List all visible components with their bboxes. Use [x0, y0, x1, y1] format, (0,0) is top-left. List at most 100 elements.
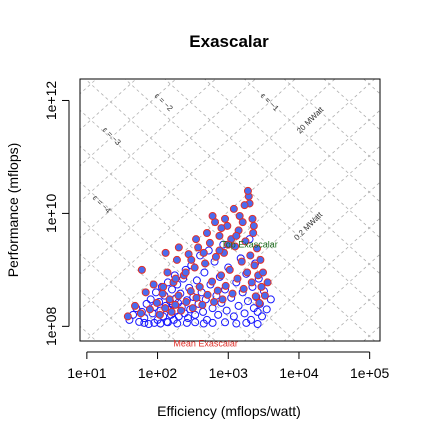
data-point [253, 307, 262, 316]
data-point [135, 317, 144, 326]
data-point [217, 271, 226, 280]
x-tick-label: 1e+04 [279, 365, 319, 381]
data-point [238, 218, 247, 227]
data-point [192, 293, 201, 302]
exascalar-line-label: ε = −2 [153, 91, 175, 113]
data-point [233, 274, 242, 283]
power-gridline [84, 79, 376, 341]
power-line-label: 20 MWatt [295, 105, 326, 136]
y-tick-label: 1e+10 [43, 194, 59, 234]
data-point [192, 276, 201, 285]
data-point [181, 268, 190, 277]
data-point [186, 287, 195, 296]
data-point [208, 277, 217, 286]
data-point [247, 278, 256, 287]
chart-title: Exascalar [189, 32, 269, 51]
data-point [156, 319, 165, 328]
data-point [123, 312, 132, 321]
data-point [210, 297, 219, 306]
data-point [224, 240, 233, 249]
y-tick-label: 1e+12 [43, 81, 59, 121]
data-point [203, 290, 212, 299]
data-point [150, 318, 159, 327]
data-point [240, 309, 249, 318]
data-point [257, 312, 266, 321]
top-exascalar-label: Top Exascalar [221, 239, 278, 249]
data-point [256, 255, 265, 264]
data-point [248, 214, 257, 223]
data-point [158, 289, 167, 298]
data-point [163, 318, 172, 327]
data-point [217, 224, 226, 233]
data-point [214, 310, 223, 319]
y-axis-label: Performance (mflops) [5, 143, 21, 278]
exascalar-gridline [80, 145, 296, 341]
data-point [257, 282, 266, 291]
data-point [192, 235, 201, 244]
data-point [251, 292, 260, 301]
exascalar-gridline [30, 0, 421, 103]
x-tick-label: 1e+01 [67, 365, 107, 381]
data-point [237, 257, 246, 266]
data-point [221, 214, 230, 223]
y-axis: 1e+08 1e+10 1e+12 [43, 81, 70, 346]
data-point [161, 248, 170, 257]
data-point [208, 211, 217, 220]
data-point [165, 295, 174, 304]
data-point [174, 291, 183, 300]
y-tick-label: 1e+08 [43, 306, 59, 346]
data-point [191, 310, 200, 319]
data-point [250, 261, 259, 270]
data-point [234, 301, 243, 310]
data-point [259, 268, 268, 277]
data-point [194, 243, 203, 252]
mean-exascalar-label: Mean Exascalar [173, 338, 238, 348]
data-point [253, 244, 262, 253]
data-point [225, 265, 234, 274]
data-point [141, 288, 150, 297]
data-point [232, 231, 241, 240]
plot-frame [79, 78, 381, 342]
data-point [155, 310, 164, 319]
data-point [213, 286, 222, 295]
x-tick-label: 1e+05 [350, 365, 390, 381]
x-axis: 1e+01 1e+02 1e+03 1e+04 1e+05 [67, 351, 390, 381]
data-point [182, 297, 191, 306]
data-point [260, 291, 269, 300]
data-point [173, 319, 182, 328]
data-point [195, 282, 204, 291]
data-point [229, 312, 238, 321]
data-point [159, 282, 168, 291]
data-point [215, 246, 224, 255]
data-point [228, 289, 237, 298]
data-point [167, 307, 176, 316]
data-point [182, 318, 191, 327]
exascalar-gridline [323, 79, 380, 131]
data-point [208, 318, 217, 327]
data-point [262, 305, 271, 314]
data-point [140, 318, 149, 327]
data-point [218, 295, 227, 304]
data-point [163, 268, 172, 277]
data-point [136, 309, 145, 318]
data-point [239, 284, 248, 293]
data-point [199, 319, 208, 328]
exascalar-line-label: ε = −4 [91, 193, 113, 215]
data-point [146, 295, 155, 304]
exascalar-line-label: ε = −1 [259, 91, 281, 113]
data-point [205, 238, 214, 247]
power-gridline [30, 0, 421, 103]
data-point [232, 319, 241, 328]
x-tick-label: 1e+02 [138, 365, 178, 381]
data-point [243, 268, 252, 277]
data-points [123, 186, 275, 329]
power-line-label: 0.2 MWatt [292, 210, 324, 242]
data-point [188, 304, 197, 313]
data-point [240, 201, 249, 210]
data-point [149, 280, 158, 289]
data-point [198, 300, 207, 309]
data-point [246, 251, 255, 260]
data-point [266, 295, 275, 304]
data-point [187, 255, 196, 264]
